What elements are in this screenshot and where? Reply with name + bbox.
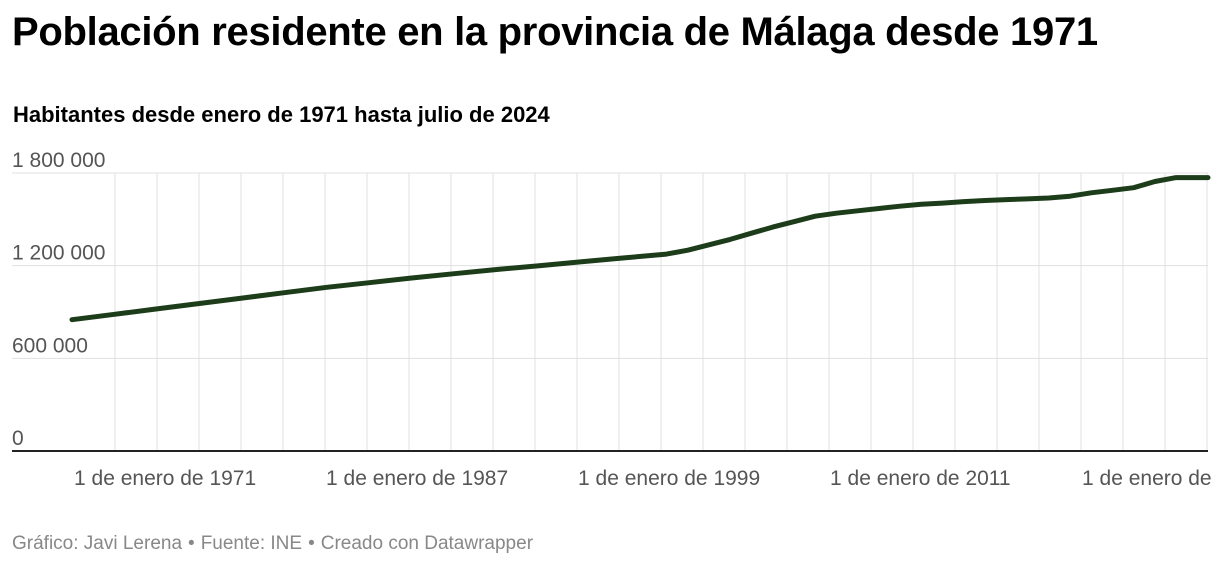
x-axis-labels: 1 de enero de 1971 1 de enero de 1987 1 de… [74, 467, 1212, 490]
footer-author: Gráfico: Javi Lerena [12, 533, 183, 554]
y-tick-label: 1 800 000 [12, 149, 105, 172]
footer-separator: • [188, 533, 195, 554]
chart-footer: Gráfico: Javi Lerena • Fuente: INE • Creado … [12, 533, 533, 555]
chart-subtitle: Habitantes desde enero de 1971 hasta jul… [13, 102, 550, 127]
y-tick-label: 0 [12, 427, 24, 450]
x-tick-label: 1 de enero de [1082, 467, 1212, 490]
line-chart: 0 600 000 1 200 000 1 800 000 1 de enero de… [12, 149, 1212, 490]
x-tick-label: 1 de enero de 1999 [578, 467, 760, 490]
vertical-gridlines [114, 173, 1208, 451]
horizontal-gridlines [12, 172, 1208, 359]
x-tick-label: 1 de enero de 1987 [326, 467, 508, 490]
x-tick-label: 1 de enero de 1971 [74, 467, 256, 490]
footer-source: Fuente: INE [200, 533, 303, 554]
chart-title: Población residente en la provincia de M… [12, 10, 1098, 54]
population-line [69, 175, 1211, 323]
y-axis-labels: 0 600 000 1 200 000 1 800 000 [12, 149, 105, 450]
x-tick-label: 1 de enero de 2011 [830, 467, 1011, 490]
footer-separator: • [308, 533, 315, 554]
y-tick-label: 600 000 [12, 334, 88, 357]
footer-made-with: Creado con Datawrapper [320, 533, 534, 554]
y-tick-label: 1 200 000 [12, 242, 105, 265]
